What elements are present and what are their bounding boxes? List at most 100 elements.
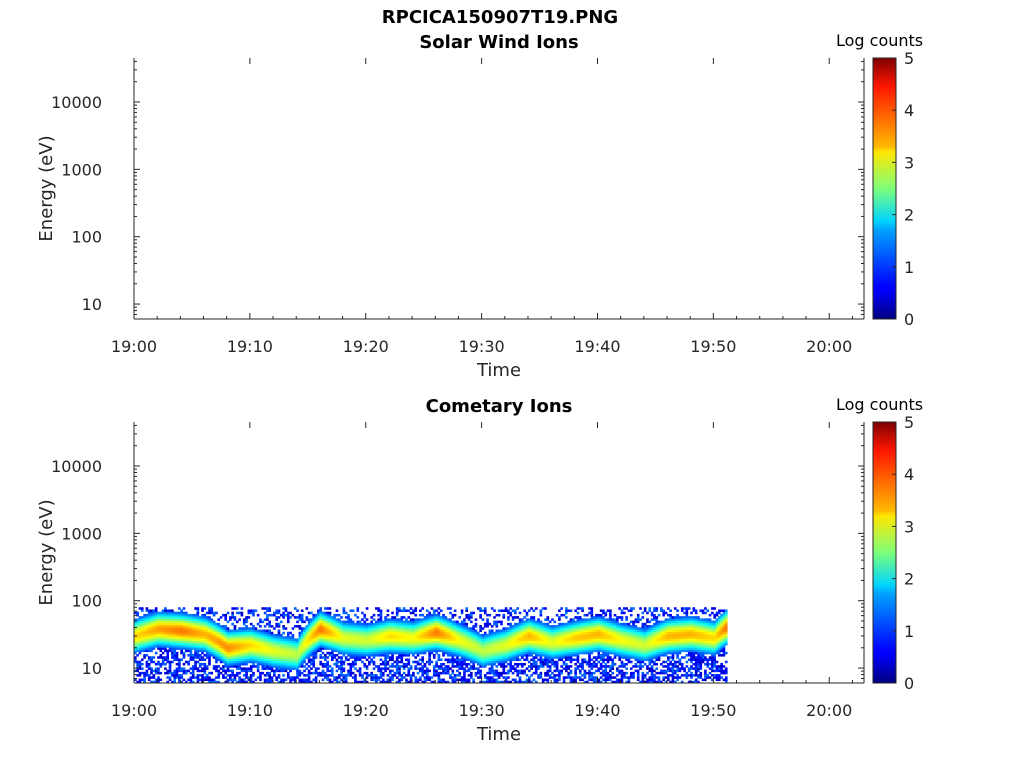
spectrogram-cell (402, 633, 406, 637)
spectrogram-cell (164, 656, 167, 659)
spectrogram-cell (291, 647, 295, 650)
spectrogram-cell (555, 642, 559, 646)
spectrogram-cell (351, 651, 355, 655)
spectrogram-cell (414, 609, 418, 612)
spectrogram-cell (189, 625, 193, 628)
spectrogram-cell (226, 680, 230, 683)
spectrogram-cell (266, 662, 269, 666)
spectrogram-cell (268, 633, 272, 637)
spectrogram-cell (372, 676, 376, 679)
spectrogram-cell (368, 633, 371, 637)
spectrogram-cell (435, 671, 438, 675)
spectrogram-cell (451, 656, 455, 659)
spectrogram-cell (219, 629, 223, 633)
spectrogram-cell (446, 669, 450, 673)
spectrogram-cell (303, 651, 306, 655)
spectrogram-cell (439, 647, 443, 650)
spectrogram-cell (259, 658, 262, 662)
spectrogram-cell (238, 627, 241, 630)
spectrogram-cell (184, 647, 188, 650)
spectrogram-cell (363, 636, 367, 639)
spectrogram-cell (537, 649, 540, 653)
spectrogram-cell (428, 622, 431, 626)
spectrogram-cell (442, 613, 445, 617)
spectrogram-cell (546, 633, 550, 637)
spectrogram-cell (296, 620, 299, 624)
spectrogram-cell (419, 676, 422, 679)
spectrogram-cell (449, 620, 452, 624)
spectrogram-cell (402, 640, 406, 644)
spectrogram-cell (347, 638, 350, 641)
spectrogram-cell (231, 651, 234, 655)
spectrogram-cell (365, 665, 369, 668)
spectrogram-cell (152, 629, 156, 633)
spectrogram-cell (143, 654, 146, 657)
spectrogram-cell (377, 649, 380, 653)
spectrogram-cell (574, 667, 577, 670)
spectrogram-cell (245, 627, 248, 630)
spectrogram-cell (210, 636, 214, 639)
spectrogram-cell (476, 654, 480, 657)
spectrogram-cell (256, 662, 260, 666)
spectrogram-cell (319, 607, 323, 610)
spectrogram-cell (143, 631, 146, 635)
spectrogram-cell (572, 620, 575, 624)
spectrogram-cell (354, 676, 357, 679)
spectrogram-cell (479, 640, 482, 644)
spectrogram-cell (349, 636, 353, 639)
spectrogram-cell (393, 620, 397, 624)
spectrogram-cell (500, 636, 503, 639)
spectrogram-cell (240, 631, 244, 635)
spectrogram-cell (231, 616, 234, 619)
spectrogram-cell (514, 640, 517, 644)
spectrogram-cell (312, 631, 316, 635)
spectrogram-cell (154, 669, 158, 673)
spectrogram-cell (388, 642, 392, 646)
spectrogram-cell (523, 662, 526, 666)
spectrogram-cell (157, 647, 160, 650)
spectrogram-cell (460, 609, 464, 612)
spectrogram-cell (409, 651, 413, 655)
spectrogram-cell (444, 625, 448, 628)
spectrogram-cell (326, 667, 329, 670)
spectrogram-cell (196, 669, 200, 673)
spectrogram-cell (319, 625, 323, 628)
spectrogram-cell (245, 660, 248, 664)
spectrogram-cell (516, 627, 519, 630)
spectrogram-cell (210, 618, 214, 621)
spectrogram-cell (558, 645, 561, 648)
spectrogram-cell (340, 627, 343, 630)
spectrogram-cell (178, 640, 181, 644)
spectrogram-cell (226, 662, 230, 666)
spectrogram-cell (381, 667, 385, 670)
spectrogram-cell (289, 638, 292, 641)
spectrogram-cell (391, 618, 394, 621)
spectrogram-cell (569, 669, 573, 673)
spectrogram-cell (266, 665, 269, 668)
spectrogram-cell (229, 651, 232, 655)
spectrogram-cell (572, 678, 575, 682)
spectrogram-cell (182, 625, 186, 628)
spectrogram-cell (548, 625, 552, 628)
spectrogram-cell (530, 647, 533, 650)
spectrogram-cell (266, 680, 269, 683)
spectrogram-cell (567, 656, 570, 659)
spectrogram-cell (354, 638, 357, 641)
spectrogram-cell (196, 656, 200, 659)
spectrogram-cell (349, 649, 353, 653)
spectrogram-cell (504, 629, 508, 633)
spectrogram-cell (585, 640, 589, 644)
spectrogram-cell (363, 627, 367, 630)
spectrogram-cell (178, 642, 181, 646)
spectrogram-cell (270, 669, 274, 673)
spectrogram-cell (164, 649, 167, 653)
spectrogram-cell (479, 616, 482, 619)
spectrogram-cell (370, 645, 373, 648)
spectrogram-cell (523, 631, 526, 635)
spectrogram-cell (187, 631, 190, 635)
spectrogram-cell (136, 611, 139, 615)
spectrogram-cell (240, 636, 244, 639)
spectrogram-cell (180, 669, 183, 673)
spectrogram-cell (479, 627, 482, 630)
spectrogram-cell (423, 680, 427, 683)
